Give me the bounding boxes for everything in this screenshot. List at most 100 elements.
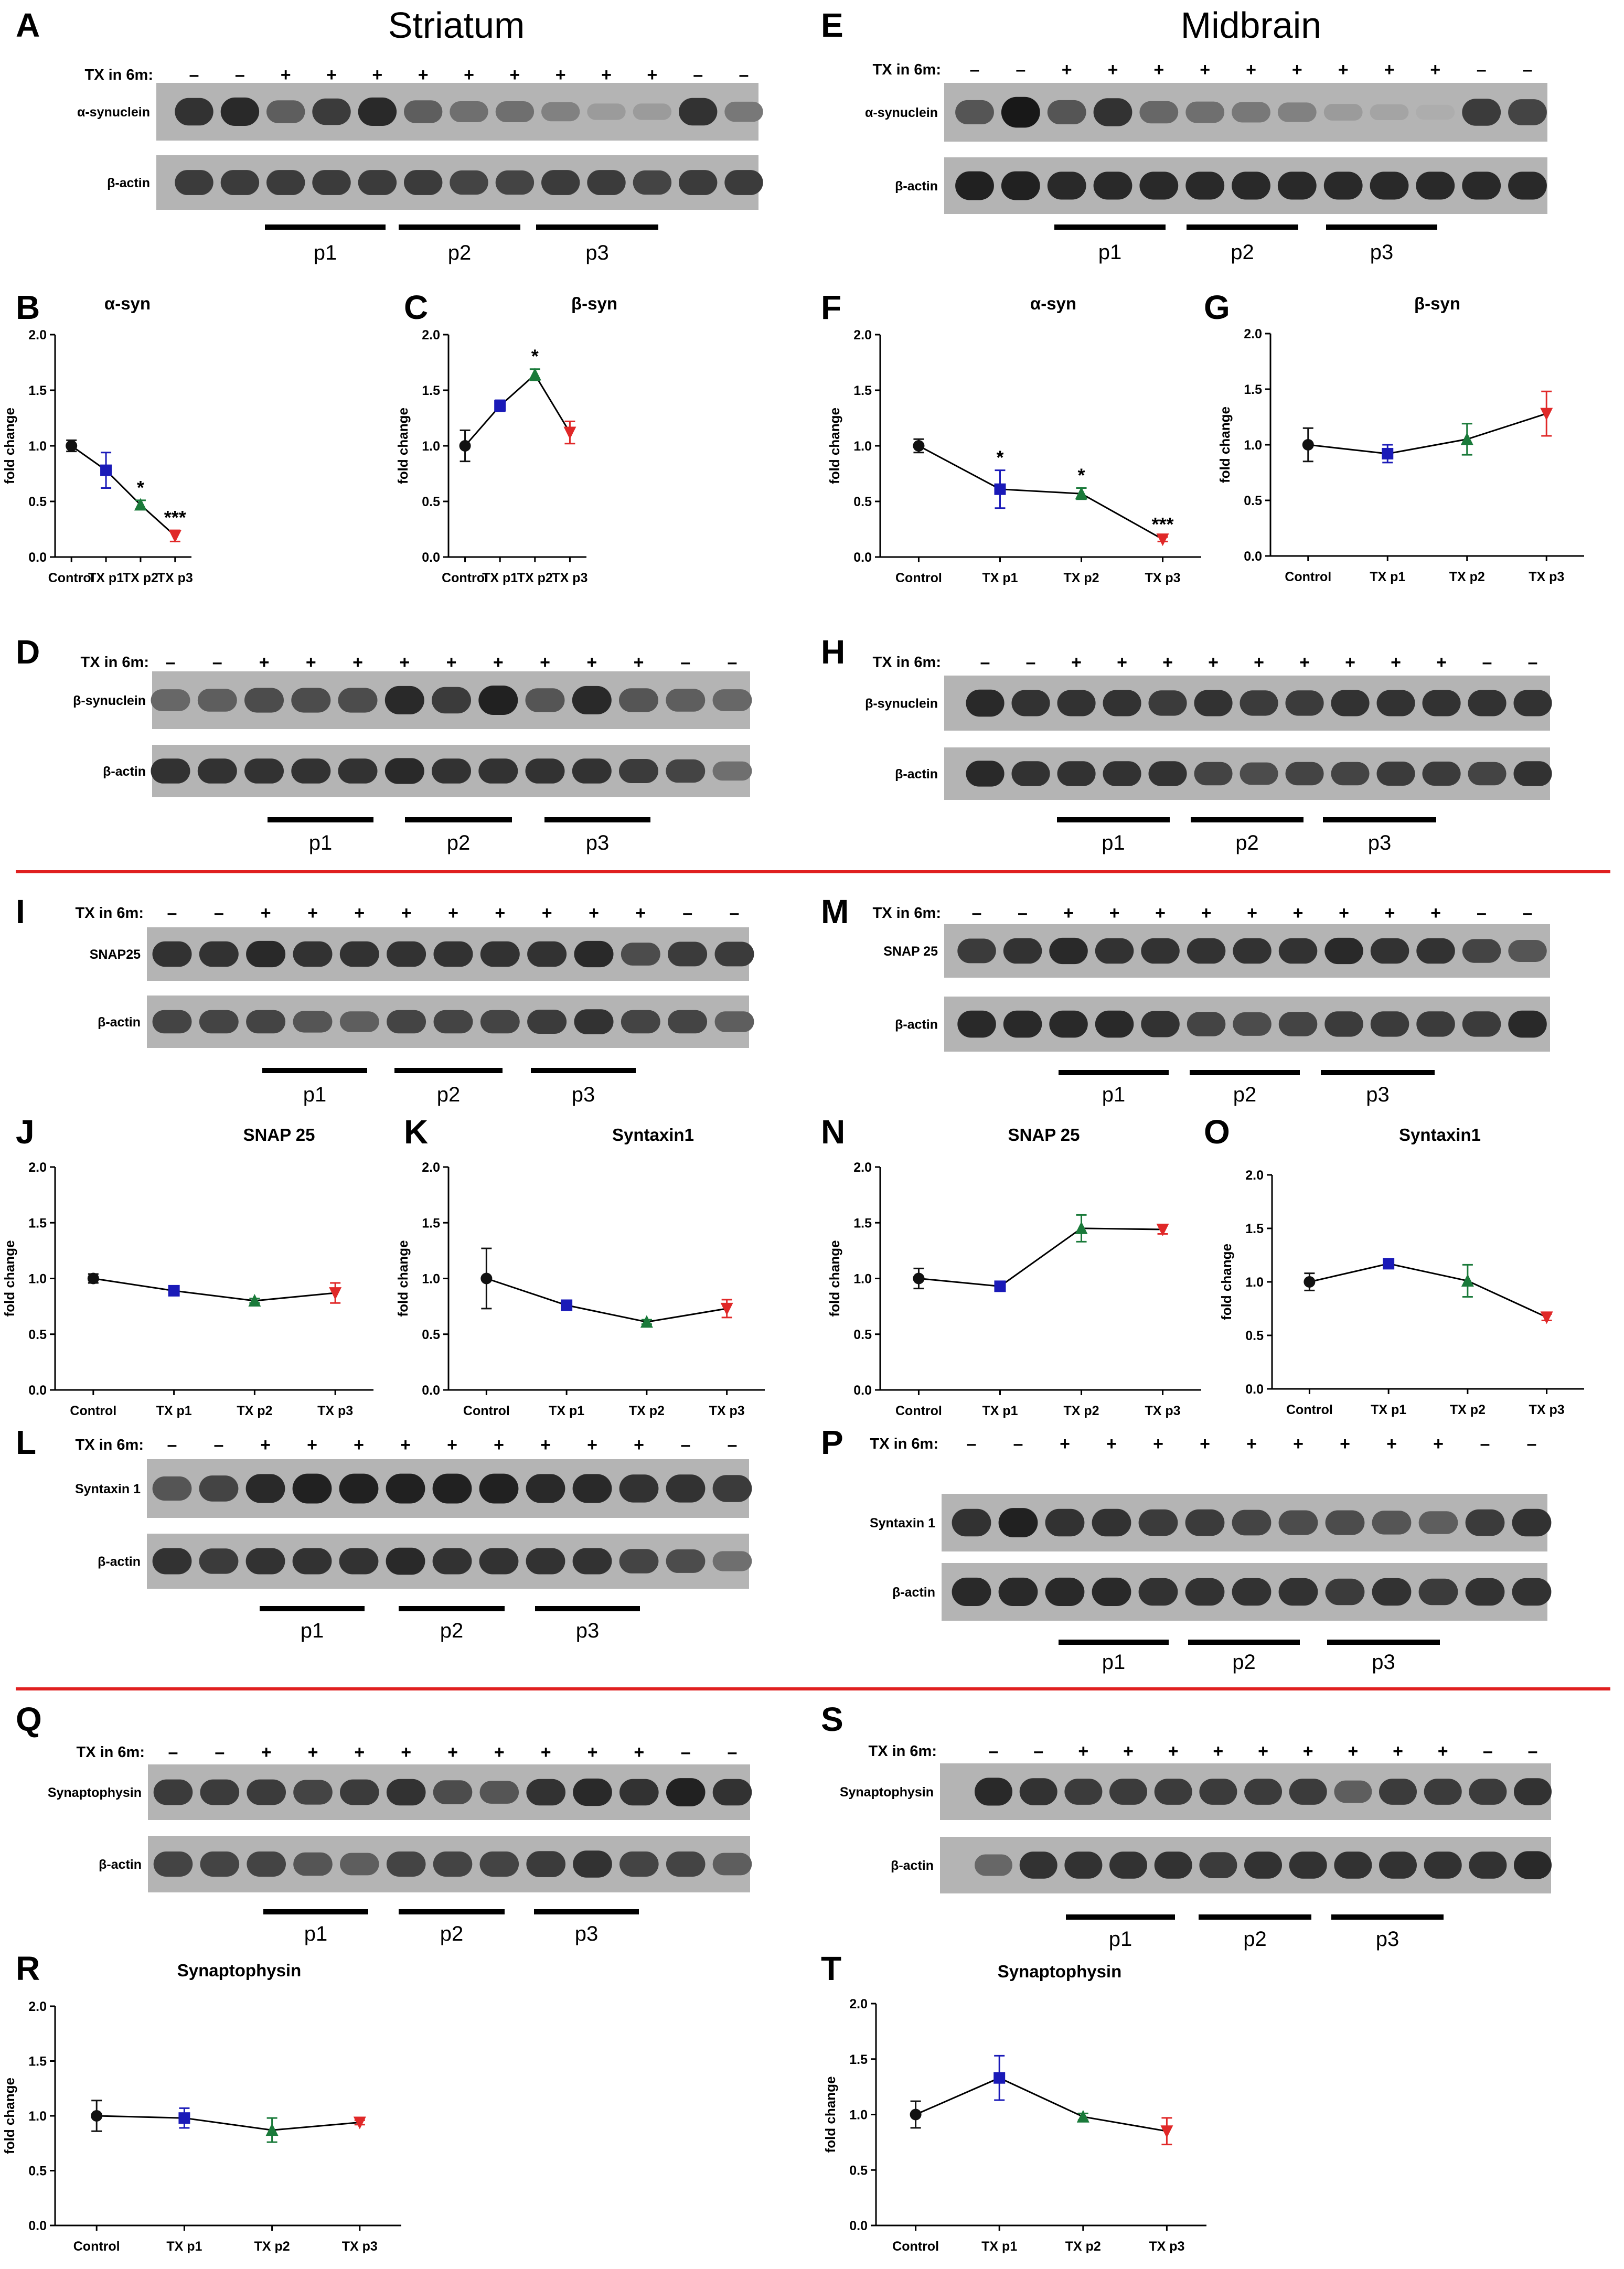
band-e-2-1 <box>955 171 994 200</box>
band-p-2-5 <box>1138 1578 1178 1606</box>
band-d-1-13 <box>712 689 752 711</box>
lane-sign-h-11: + <box>1436 652 1447 672</box>
x-tick-label-o-3: TX p3 <box>1529 1403 1565 1417</box>
group-bar-s-2 <box>1199 1914 1311 1920</box>
x-tick-label-n-1: TX p1 <box>982 1404 1018 1418</box>
x-tick-label-g-2: TX p2 <box>1449 570 1485 584</box>
group-bar-s-3 <box>1331 1914 1444 1920</box>
panel-letter-f: F <box>821 288 841 326</box>
lane-sign-a-12: – <box>693 65 703 85</box>
lane-sign-s-3: + <box>1078 1741 1088 1761</box>
data-point-b-2 <box>134 498 147 511</box>
lane-sign-l-10: + <box>587 1435 597 1455</box>
group-bar-d-2 <box>405 817 512 822</box>
tx-label-q: TX in 6m: <box>76 1744 145 1761</box>
lane-sign-e-4: + <box>1108 60 1118 80</box>
band-i-2-7 <box>433 1010 473 1034</box>
band-d-2-6 <box>384 758 424 784</box>
band-q-2-2 <box>200 1851 240 1877</box>
lane-sign-m-6: + <box>1201 903 1212 923</box>
lane-sign-a-13: – <box>739 65 749 85</box>
band-i-1-12 <box>668 941 708 967</box>
band-d-2-4 <box>291 758 331 784</box>
lane-sign-i-1: – <box>167 903 177 923</box>
band-e-2-2 <box>1001 171 1040 200</box>
lane-sign-h-5: + <box>1162 652 1173 672</box>
y-tick-label-n-3: 1.5 <box>853 1216 872 1230</box>
band-h-1-6 <box>1194 690 1233 716</box>
band-a-2-2 <box>220 170 260 195</box>
band-q-1-8 <box>479 1781 519 1804</box>
chart-title-r: Synaptophysin <box>177 1961 302 1980</box>
group-label-p-2: p2 <box>1232 1651 1256 1674</box>
x-tick-label-k-2: TX p2 <box>629 1404 665 1418</box>
y-tick-label-j-3: 1.5 <box>28 1216 47 1230</box>
band-m-1-2 <box>1003 938 1042 964</box>
band-s-1-9 <box>1334 1780 1372 1803</box>
band-i-1-11 <box>621 943 660 966</box>
lane-sign-d-4: + <box>306 652 316 672</box>
group-label-e-3: p3 <box>1370 241 1394 264</box>
band-m-1-7 <box>1233 938 1272 964</box>
lane-sign-q-7: + <box>447 1742 458 1762</box>
band-d-1-12 <box>666 689 706 712</box>
band-a-2-13 <box>724 170 763 195</box>
y-tick-label-f-0: 0.0 <box>853 550 872 565</box>
x-tick-label-b-2: TX p2 <box>123 571 158 585</box>
band-d-2-8 <box>478 758 518 784</box>
x-tick-label-c-3: TX p3 <box>552 571 587 585</box>
band-m-2-12 <box>1462 1011 1501 1037</box>
x-tick-label-g-3: TX p3 <box>1529 570 1564 584</box>
chart-title-g: β-syn <box>1414 294 1460 313</box>
band-label-h-2: β-actin <box>895 767 938 782</box>
band-d-1-9 <box>525 688 565 712</box>
band-label-i-1: SNAP25 <box>90 947 141 962</box>
y-tick-label-n-2: 1.0 <box>853 1272 872 1287</box>
band-q-1-12 <box>666 1778 706 1806</box>
x-tick-label-j-0: Control <box>70 1404 116 1418</box>
panel-letter-l: L <box>16 1424 36 1461</box>
data-point-n-3 <box>1156 1224 1169 1236</box>
y-tick-label-o-0: 0.0 <box>1245 1382 1264 1397</box>
y-tick-label-n-4: 2.0 <box>853 1160 872 1175</box>
band-h-1-9 <box>1331 690 1370 716</box>
band-i-2-11 <box>621 1010 660 1034</box>
band-q-2-11 <box>619 1851 659 1877</box>
group-bar-a-3 <box>536 224 658 230</box>
lane-sign-q-5: + <box>354 1742 365 1762</box>
band-m-1-3 <box>1049 937 1088 965</box>
band-h-1-1 <box>966 689 1005 717</box>
lane-sign-h-9: + <box>1345 652 1355 672</box>
significance-c-2: * <box>531 346 539 367</box>
lane-sign-e-3: + <box>1062 60 1072 80</box>
band-e-1-5 <box>1139 101 1179 124</box>
tx-label-d: TX in 6m: <box>80 654 149 671</box>
band-l-1-6 <box>386 1473 425 1504</box>
band-label-s-2: β-actin <box>891 1858 934 1873</box>
band-l-2-12 <box>666 1549 706 1573</box>
x-tick-label-f-3: TX p3 <box>1145 571 1181 585</box>
y-axis-label-o: fold change <box>1219 1244 1234 1320</box>
lane-sign-q-11: + <box>634 1742 644 1762</box>
band-a-1-6 <box>404 100 443 123</box>
data-point-b-0 <box>66 440 78 452</box>
band-i-2-4 <box>293 1011 333 1033</box>
band-m-2-6 <box>1187 1012 1226 1036</box>
blot-m: TX in 6m: – – + + + + + + + + + – – SNAP 25 β-actin p1 p2… <box>872 903 1550 1106</box>
band-l-1-9 <box>526 1474 565 1503</box>
band-d-2-12 <box>666 759 706 783</box>
lane-sign-h-10: + <box>1391 652 1401 672</box>
panel-letter-t: T <box>821 1950 841 1987</box>
band-d-1-5 <box>338 688 378 713</box>
band-d-1-7 <box>432 687 471 714</box>
band-e-2-7 <box>1232 172 1270 200</box>
lane-sign-a-9: + <box>555 65 566 85</box>
data-point-o-0 <box>1304 1276 1316 1288</box>
band-e-1-6 <box>1185 101 1225 123</box>
panel-letter-m: M <box>821 893 849 930</box>
lane-sign-l-1: – <box>167 1435 177 1455</box>
band-e-2-4 <box>1093 172 1132 200</box>
band-a-1-3 <box>266 100 305 123</box>
band-p-2-7 <box>1232 1578 1272 1606</box>
lane-sign-q-2: – <box>215 1742 225 1762</box>
